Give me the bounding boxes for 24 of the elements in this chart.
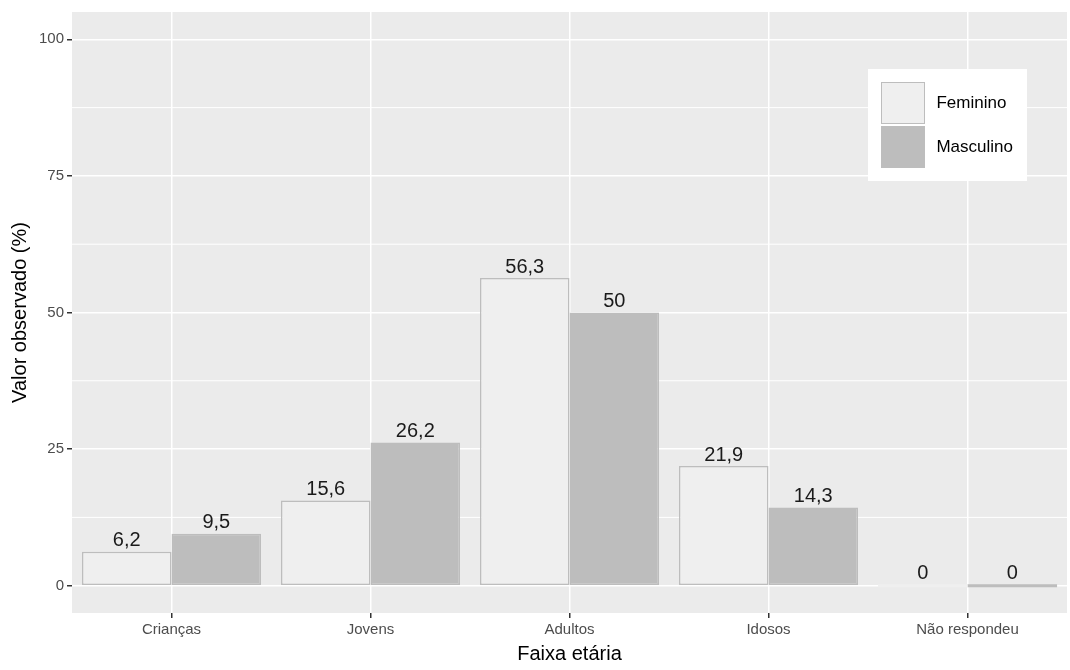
data-label: 21,9 bbox=[704, 442, 744, 465]
data-label: 26,2 bbox=[395, 419, 435, 442]
data-label: 50 bbox=[603, 289, 626, 312]
x-axis-title: Faixa etária bbox=[517, 641, 623, 664]
data-label: 56,3 bbox=[505, 254, 545, 277]
data-label: 6,2 bbox=[112, 528, 141, 551]
y-tick-label: 25 bbox=[47, 439, 65, 457]
data-label: 0 bbox=[1006, 560, 1018, 583]
data-label: 15,6 bbox=[306, 476, 346, 499]
y-tick-label: 50 bbox=[47, 302, 65, 320]
y-tick-label: 75 bbox=[47, 166, 65, 184]
x-tick-label: Idosos bbox=[746, 620, 791, 638]
data-label: 14,3 bbox=[793, 484, 833, 507]
x-tick-label: Adultos bbox=[544, 620, 595, 638]
y-axis-title: Valor observado (%) bbox=[7, 222, 30, 403]
x-tick-label: Não respondeu bbox=[916, 620, 1019, 638]
y-tick-label: 100 bbox=[39, 29, 65, 47]
legend-label: Feminino bbox=[936, 93, 1007, 113]
x-tick-label: Jovens bbox=[346, 620, 395, 638]
y-tick-label: 0 bbox=[55, 575, 65, 593]
data-label: 0 bbox=[917, 560, 929, 583]
data-label: 9,5 bbox=[202, 510, 231, 533]
x-tick-label: Crianças bbox=[141, 620, 202, 638]
legend-label: Masculino bbox=[936, 137, 1013, 157]
